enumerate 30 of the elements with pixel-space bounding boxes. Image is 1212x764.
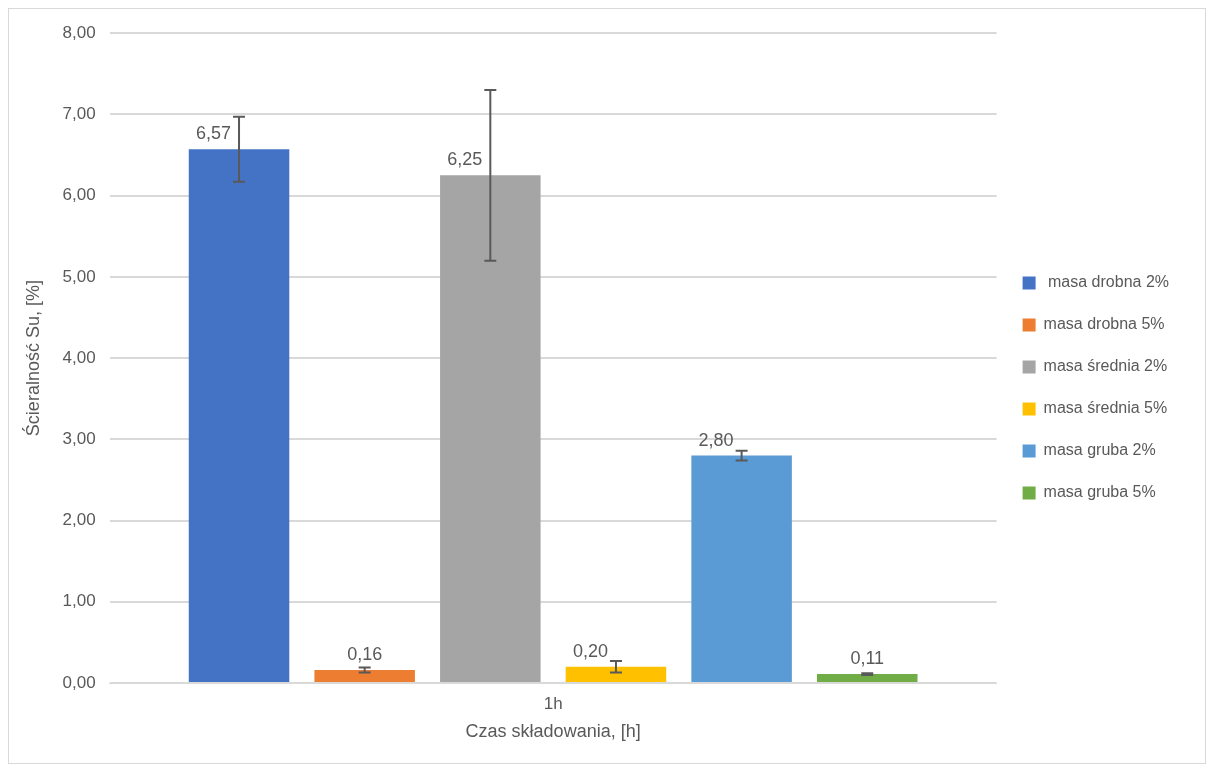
bar — [817, 674, 918, 682]
y-tick-label: 4,00 — [62, 347, 96, 367]
bar — [188, 149, 290, 682]
legend-label: masa drobna 2% — [1043, 273, 1169, 291]
data-label: 6,25 — [447, 149, 483, 170]
legend-label: masa gruba 5% — [1043, 483, 1156, 501]
data-label: 2,80 — [698, 429, 734, 450]
legend-label: masa drobna 5% — [1043, 315, 1165, 333]
y-tick-label: 1,00 — [62, 591, 96, 611]
data-label: 0,11 — [850, 648, 885, 669]
y-tick-label: 6,00 — [62, 185, 96, 205]
y-tick-label: 7,00 — [62, 104, 96, 124]
data-label: 0,16 — [347, 643, 383, 664]
y-tick-label: 2,00 — [62, 510, 96, 530]
bar — [691, 455, 792, 682]
x-tick-label: 1h — [543, 693, 563, 713]
legend-label: masa średnia 2% — [1043, 357, 1168, 375]
bar — [314, 670, 415, 682]
y-tick-label: 8,00 — [62, 22, 96, 42]
data-label: 6,57 — [195, 123, 232, 144]
data-label: 0,20 — [572, 640, 608, 661]
x-axis-title: Czas składowania, [h] — [465, 721, 641, 742]
legend-label: masa gruba 2% — [1043, 441, 1156, 459]
legend-label: masa średnia 5% — [1043, 399, 1168, 417]
y-tick-label: 0,00 — [62, 672, 96, 692]
y-axis-title: Ścieralność Su, [%] — [21, 280, 43, 437]
bar — [565, 666, 667, 682]
y-tick-label: 3,00 — [62, 429, 96, 449]
bar — [440, 175, 541, 682]
y-tick-label: 5,00 — [62, 266, 96, 286]
